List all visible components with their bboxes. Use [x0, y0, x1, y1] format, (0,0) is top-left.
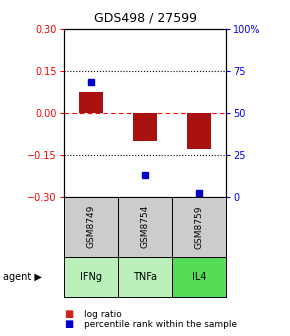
Text: GSM8759: GSM8759 — [195, 205, 204, 249]
Text: log ratio: log ratio — [84, 310, 122, 319]
Text: GSM8749: GSM8749 — [86, 205, 95, 249]
Text: IFNg: IFNg — [80, 272, 102, 282]
Text: TNFa: TNFa — [133, 272, 157, 282]
Text: agent ▶: agent ▶ — [3, 272, 42, 282]
Text: ■: ■ — [64, 309, 73, 319]
Bar — [187, 113, 211, 149]
Bar — [79, 92, 103, 113]
Text: IL4: IL4 — [192, 272, 206, 282]
Bar — [133, 113, 157, 140]
Text: GDS498 / 27599: GDS498 / 27599 — [93, 12, 197, 25]
Text: percentile rank within the sample: percentile rank within the sample — [84, 320, 237, 329]
Text: ■: ■ — [64, 319, 73, 329]
Text: GSM8754: GSM8754 — [140, 205, 150, 249]
